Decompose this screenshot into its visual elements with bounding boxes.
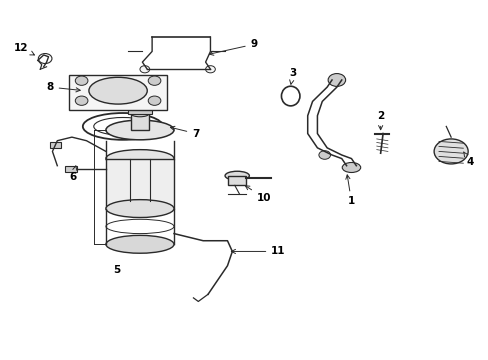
Circle shape [75,76,88,85]
Text: 2: 2 [376,111,384,130]
Text: 7: 7 [170,126,199,139]
Text: 3: 3 [289,68,296,84]
Text: 8: 8 [46,82,80,92]
Text: 12: 12 [14,43,34,55]
Ellipse shape [106,200,174,217]
Bar [50,142,61,148]
Circle shape [75,96,88,105]
Text: 4: 4 [463,152,473,167]
Ellipse shape [342,162,360,172]
Bar [228,176,245,185]
Circle shape [205,66,215,73]
Ellipse shape [106,150,174,167]
Circle shape [148,96,161,105]
Ellipse shape [131,111,148,117]
Text: 9: 9 [209,39,257,55]
Text: 6: 6 [69,166,77,182]
Circle shape [140,66,149,73]
Bar [69,75,166,111]
Ellipse shape [89,77,147,104]
Text: 11: 11 [231,247,285,256]
Circle shape [433,139,467,164]
Bar [64,166,77,172]
Ellipse shape [106,120,174,140]
Ellipse shape [224,171,249,180]
Circle shape [318,151,330,159]
Bar [127,103,152,114]
Text: 10: 10 [245,186,271,203]
Bar [131,114,148,130]
Bar [106,158,174,208]
Text: 1: 1 [345,175,354,206]
Circle shape [327,73,345,86]
Ellipse shape [106,235,174,253]
Circle shape [148,76,161,85]
Text: 5: 5 [113,265,120,275]
